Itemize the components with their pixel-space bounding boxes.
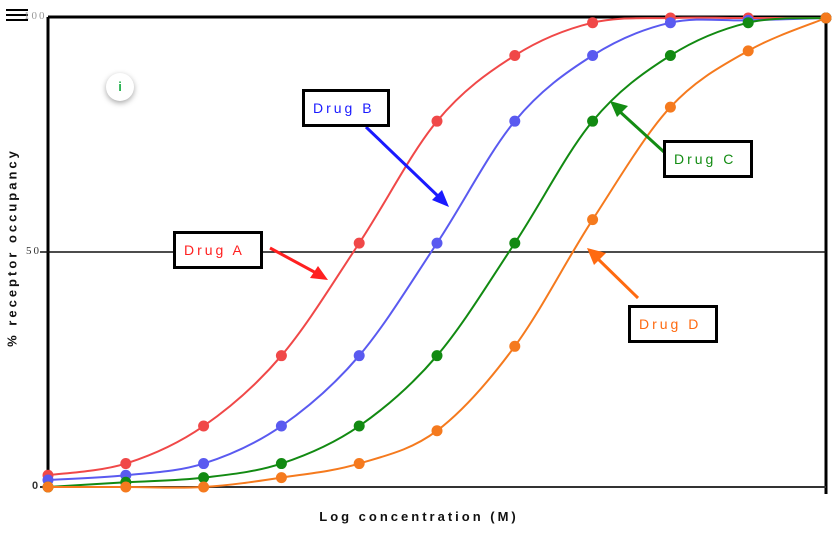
data-point (353, 420, 365, 432)
drug-d-label: Drug D (639, 316, 702, 332)
data-point (587, 115, 599, 127)
data-point (742, 17, 754, 29)
info-button[interactable]: i (106, 73, 134, 101)
data-point (431, 115, 443, 127)
y-axis-label: % receptor occupancy (4, 148, 20, 347)
callout-arrows (269, 101, 666, 300)
info-icon: i (118, 79, 122, 94)
series-drug-b (42, 12, 832, 486)
data-point (664, 50, 676, 62)
data-point (353, 237, 365, 249)
drug-d-arrow (594, 255, 640, 300)
data-point (275, 420, 287, 432)
drug-a-arrow (269, 246, 319, 276)
data-point (587, 214, 599, 226)
data-point (509, 115, 521, 127)
curve-line (47, 17, 827, 481)
series-layer (42, 12, 832, 493)
drug-b-callout: Drug B (302, 89, 390, 127)
data-point (509, 237, 521, 249)
data-point (664, 101, 676, 113)
drug-c-arrow (616, 108, 666, 154)
drug-a-arrowhead-icon (310, 266, 328, 280)
chart-axes (40, 15, 828, 494)
curve-line (47, 17, 827, 489)
drug-a-callout: Drug A (173, 231, 263, 269)
data-point (120, 481, 132, 493)
series-drug-d (42, 12, 832, 493)
drug-c-callout: Drug C (663, 140, 753, 178)
data-point (742, 45, 754, 57)
x-axis-label: Log concentration (M) (319, 509, 519, 524)
data-point (198, 420, 210, 432)
data-point (431, 425, 443, 437)
data-point (587, 50, 599, 62)
data-point (198, 481, 210, 493)
data-point (820, 12, 832, 24)
data-point (42, 481, 54, 493)
y-tick-100: 100 (24, 10, 47, 22)
y-tick-50: 50 (26, 245, 41, 257)
data-point (431, 237, 443, 249)
data-point (431, 350, 443, 362)
data-point (198, 458, 210, 470)
data-point (275, 458, 287, 470)
drug-a-label: Drug A (184, 242, 245, 258)
data-point (275, 350, 287, 362)
drug-b-arrowhead-icon (432, 190, 449, 207)
drug-d-arrowhead-icon (587, 248, 606, 265)
data-point (120, 458, 132, 470)
drug-c-arrowhead-icon (610, 101, 628, 117)
drug-d-callout: Drug D (628, 305, 718, 343)
drug-c-label: Drug C (674, 151, 737, 167)
data-point (664, 17, 676, 29)
y-tick-0: 0 (32, 480, 41, 492)
drug-b-label: Drug B (313, 100, 375, 116)
data-point (509, 50, 521, 62)
data-point (509, 340, 521, 352)
data-point (353, 350, 365, 362)
drug-b-arrow (364, 125, 442, 200)
hamburger-menu-icon[interactable] (6, 9, 28, 21)
data-point (353, 458, 365, 470)
data-point (275, 472, 287, 484)
data-point (587, 17, 599, 29)
data-point (198, 472, 210, 484)
